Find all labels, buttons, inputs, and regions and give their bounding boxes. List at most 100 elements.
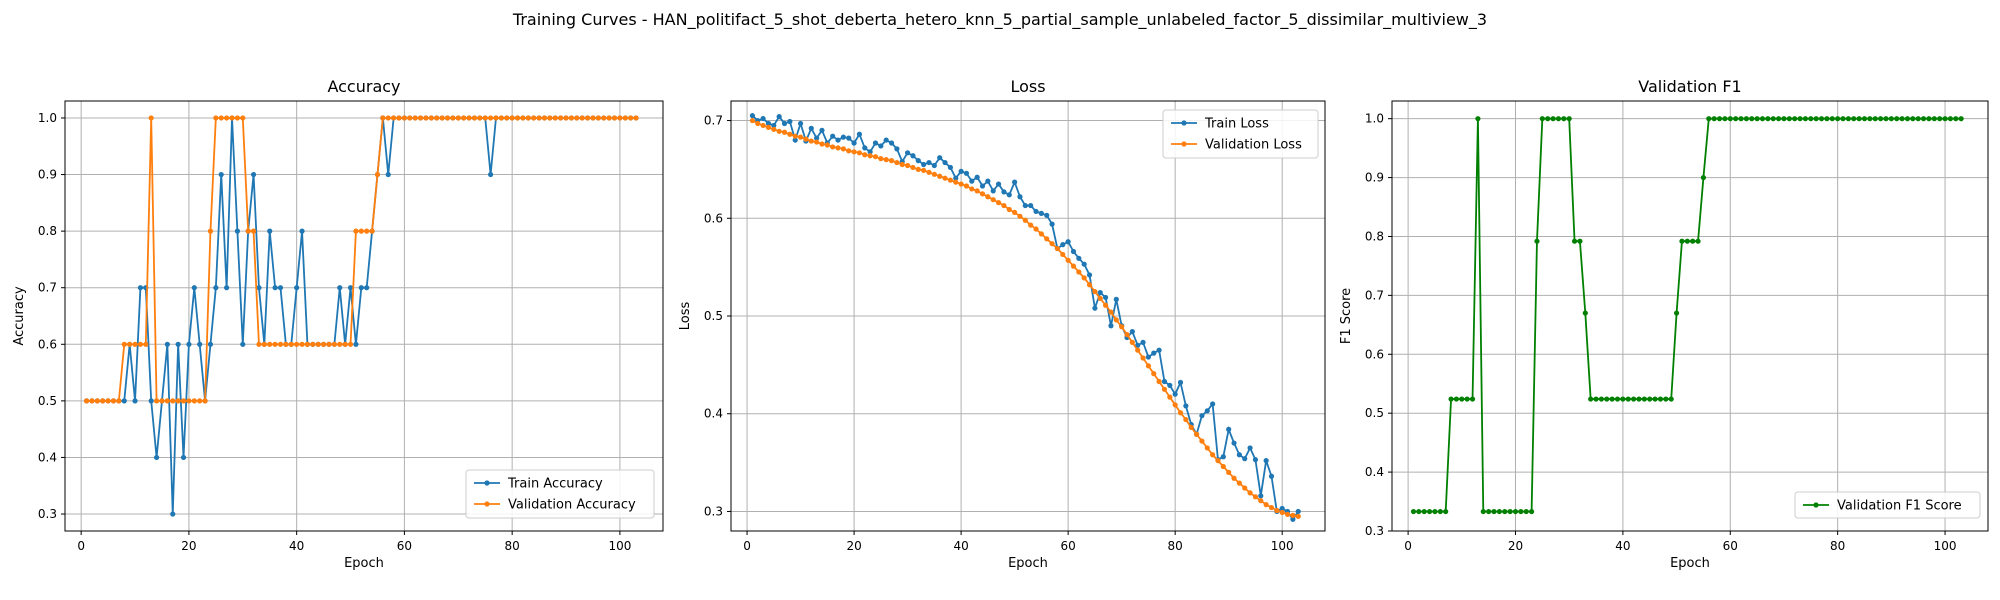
data-point xyxy=(1818,116,1825,122)
data-point xyxy=(294,341,300,347)
data-point xyxy=(792,133,798,139)
data-point xyxy=(1545,116,1551,122)
data-point xyxy=(1899,116,1905,122)
data-point xyxy=(1263,502,1269,508)
data-point xyxy=(1958,116,1964,122)
legend-label: Validation Loss xyxy=(1205,138,1302,153)
data-point xyxy=(1129,339,1135,345)
data-point xyxy=(288,341,294,347)
data-point xyxy=(1867,116,1873,122)
y-tick-label: 0.4 xyxy=(704,407,723,421)
data-point xyxy=(1086,272,1093,278)
data-point xyxy=(1647,396,1653,402)
data-point xyxy=(953,175,959,181)
data-point xyxy=(234,228,240,234)
data-point xyxy=(803,136,809,142)
data-point xyxy=(1242,485,1248,491)
data-point xyxy=(1049,221,1055,227)
data-point xyxy=(1049,241,1055,247)
data-point xyxy=(1204,445,1210,451)
x-tick-label: 40 xyxy=(289,539,304,553)
data-point xyxy=(396,115,402,121)
data-point xyxy=(127,341,133,347)
data-point xyxy=(867,153,873,159)
data-point xyxy=(915,158,921,164)
data-point xyxy=(1119,324,1125,330)
y-tick-label: 0.4 xyxy=(1365,465,1384,479)
legend-label: Train Loss xyxy=(1204,117,1269,132)
data-point xyxy=(207,341,214,347)
data-point xyxy=(256,341,262,347)
data-point xyxy=(781,129,788,135)
data-point xyxy=(1113,296,1119,302)
data-point xyxy=(116,398,122,404)
data-point xyxy=(771,122,777,129)
data-point xyxy=(1220,454,1226,460)
data-point xyxy=(1006,206,1012,213)
subplot-title: Accuracy xyxy=(327,77,400,96)
data-point xyxy=(1172,391,1178,397)
data-point xyxy=(1722,116,1728,122)
data-point xyxy=(942,175,948,181)
data-point xyxy=(749,117,756,124)
y-tick-label: 0.5 xyxy=(1365,406,1384,420)
data-point xyxy=(1625,396,1631,402)
data-point xyxy=(1017,194,1023,200)
data-point xyxy=(931,162,937,169)
data-point xyxy=(1135,347,1141,353)
data-point xyxy=(595,115,601,121)
data-point xyxy=(1738,116,1744,122)
data-point xyxy=(633,115,639,121)
x-tick-label: 0 xyxy=(743,539,751,553)
data-point xyxy=(1588,396,1594,402)
x-tick-label: 20 xyxy=(846,539,861,553)
data-point xyxy=(1835,116,1841,122)
data-point xyxy=(1151,371,1157,377)
data-point xyxy=(974,188,980,194)
data-point xyxy=(921,161,927,168)
x-tick-label: 60 xyxy=(1060,539,1075,553)
data-point xyxy=(1145,354,1152,360)
data-point xyxy=(471,115,478,121)
data-point xyxy=(1410,508,1417,515)
data-point xyxy=(1668,396,1674,402)
data-point xyxy=(1496,508,1502,515)
data-point xyxy=(749,113,756,119)
data-point xyxy=(186,398,192,404)
data-point xyxy=(1231,440,1237,446)
data-point xyxy=(1231,475,1237,481)
data-point xyxy=(1657,396,1664,402)
data-point xyxy=(1437,508,1443,515)
data-point xyxy=(1001,189,1007,195)
data-point xyxy=(299,228,305,234)
data-point xyxy=(186,341,192,347)
data-point xyxy=(974,174,980,180)
data-point xyxy=(1295,513,1301,519)
data-point xyxy=(197,341,203,347)
data-point xyxy=(477,115,483,121)
data-point xyxy=(272,285,278,291)
data-point xyxy=(1161,378,1168,385)
x-tick-label: 60 xyxy=(397,539,412,553)
data-point xyxy=(611,115,618,121)
legend: Train Accuracy Validation Accuracy xyxy=(465,469,655,519)
y-axis-label: F1 Score xyxy=(1339,288,1354,344)
data-point xyxy=(824,142,830,148)
data-point xyxy=(434,115,440,121)
data-point xyxy=(1210,452,1216,458)
legend: Train Loss Validation Loss xyxy=(1162,109,1319,159)
data-point xyxy=(310,341,316,347)
data-point xyxy=(493,115,499,121)
data-point xyxy=(1609,396,1615,402)
data-point xyxy=(797,120,804,127)
data-point xyxy=(1706,116,1712,122)
x-tick-label: 60 xyxy=(1723,539,1738,553)
data-point xyxy=(1539,116,1545,122)
data-point xyxy=(1641,396,1647,402)
data-point xyxy=(819,127,825,133)
data-point xyxy=(584,115,591,121)
data-point xyxy=(1604,396,1610,402)
data-point xyxy=(835,137,841,143)
data-point xyxy=(1529,508,1535,515)
data-point xyxy=(1926,116,1932,122)
